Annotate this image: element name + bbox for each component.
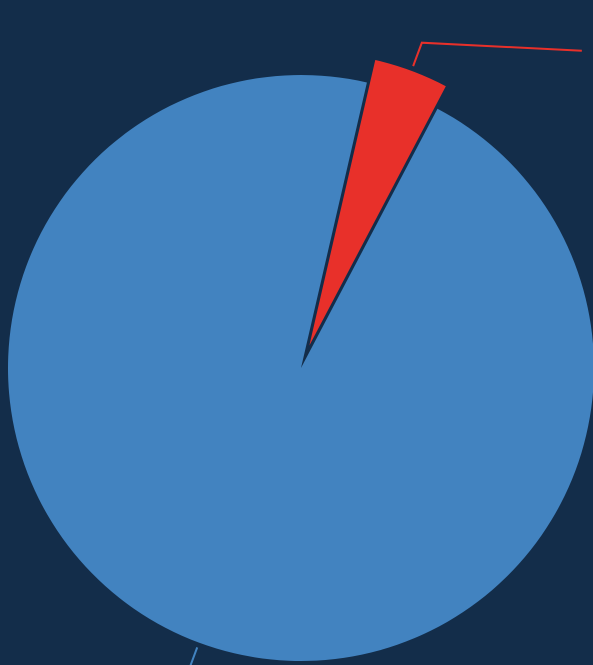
- leader-line-2: [189, 646, 199, 665]
- leader-lines: [189, 41, 582, 665]
- pie-slice-1: [309, 60, 446, 346]
- leader-line-1: [412, 41, 582, 67]
- pie-slice-2: [8, 75, 593, 661]
- pie-slices: [8, 60, 593, 661]
